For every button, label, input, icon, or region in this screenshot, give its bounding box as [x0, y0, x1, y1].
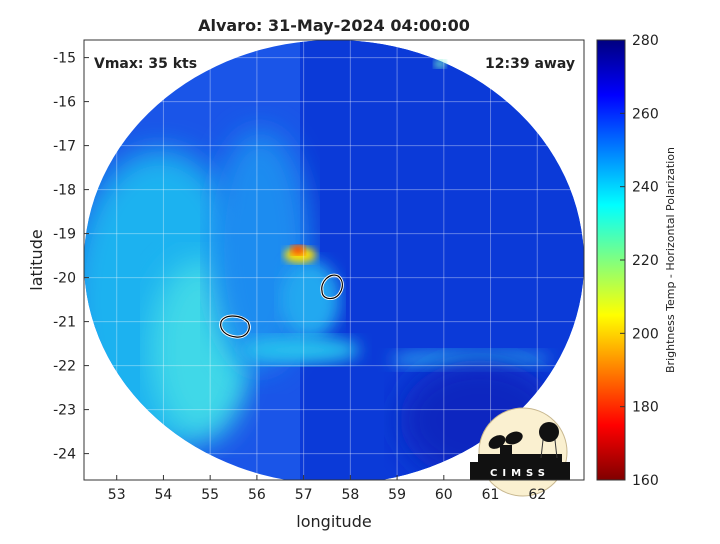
vmax-annotation: Vmax: 35 kts [94, 56, 197, 72]
x-tick-label: 61 [482, 487, 500, 503]
colorbar-tick-labels: 280 260 240 220 200 180 160 [620, 33, 659, 489]
colorbar-tick-label: 260 [632, 106, 659, 122]
x-tick-label: 58 [341, 487, 359, 503]
colorbar-tick-label: 160 [632, 473, 659, 489]
grid [84, 40, 584, 480]
x-tick-labels: 53 54 55 56 57 58 59 60 61 62 [108, 487, 546, 503]
x-tick-label: 54 [155, 487, 173, 503]
x-tick-label: 57 [295, 487, 313, 503]
x-tick-label: 55 [201, 487, 219, 503]
y-tick-label: -19 [53, 227, 76, 243]
y-tick-label: -15 [53, 51, 76, 67]
y-tick-label: -22 [53, 359, 76, 375]
x-tick-label: 53 [108, 487, 126, 503]
y-tick-label: -17 [53, 139, 76, 155]
x-tick-label: 56 [248, 487, 266, 503]
x-tick-label: 62 [528, 487, 546, 503]
x-axis-label: longitude [296, 512, 371, 531]
y-tick-label: -20 [53, 271, 76, 287]
x-tick-label: 59 [388, 487, 406, 503]
distance-annotation: 12:39 away [485, 56, 575, 72]
y-axis-label: latitude [27, 229, 46, 290]
y-tick-labels: -15 -16 -17 -18 -19 -20 -21 -22 -23 -24 [53, 51, 76, 463]
colorbar-tick-label: 280 [632, 33, 659, 49]
colorbar-tick-label: 240 [632, 180, 659, 196]
contours [219, 273, 344, 339]
y-tick-label: -24 [53, 447, 76, 463]
colorbar-tick-label: 200 [632, 326, 659, 342]
colorbar-label: Brightness Temp - Horizontal Polarizatio… [664, 147, 677, 373]
chart-title: Alvaro: 31-May-2024 04:00:00 [198, 16, 470, 35]
colorbar-tick-label: 180 [632, 400, 659, 416]
y-tick-label: -16 [53, 95, 76, 111]
cimss-logo: CIMSS [470, 407, 570, 497]
svg-text:CIMSS: CIMSS [490, 468, 550, 479]
y-tick-label: -21 [53, 315, 76, 331]
colorbar-tick-label: 220 [632, 253, 659, 269]
x-tick-label: 60 [435, 487, 453, 503]
y-tick-label: -23 [53, 403, 76, 419]
plot-frame [83, 39, 585, 481]
y-tick-label: -18 [53, 183, 76, 199]
